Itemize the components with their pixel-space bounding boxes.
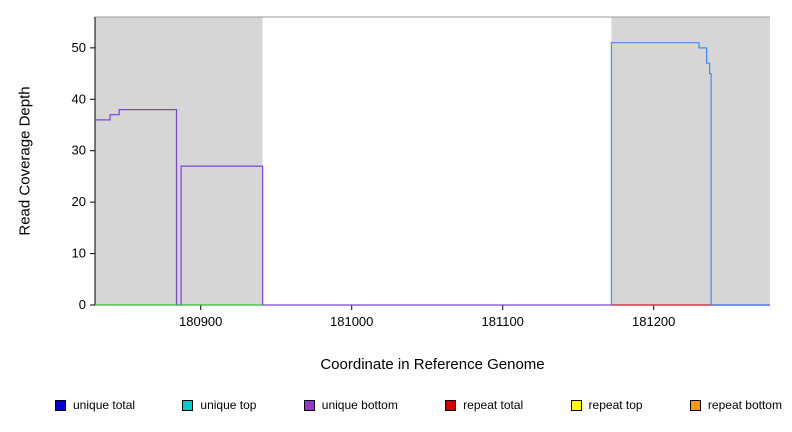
legend: unique total unique top unique bottom repea… [0,398,792,412]
legend-swatch [303,399,315,411]
legend-label: repeat bottom [707,398,782,412]
legend-item-unique-bottom: unique bottom [303,398,398,412]
y-tick-label: 10 [72,246,86,261]
coverage-chart: 180900 181000 181100 181200 0 10 20 30 40 50 [72,16,770,329]
series-unique-total [610,42,770,306]
legend-item-repeat-total: repeat total [445,398,523,412]
legend-swatch [55,399,66,411]
legend-swatch [445,399,457,411]
x-axis-title: Coordinate in Reference Genome [320,356,545,373]
x-tick-label: 181200 [632,314,675,329]
legend-label: repeat top [588,398,643,412]
legend-swatch [689,399,701,411]
legend-swatch [570,399,582,411]
y-axis-title: Read Coverage Depth [16,86,34,236]
y-tick-label: 20 [72,194,86,209]
legend-item-unique-top: unique top [182,398,256,412]
x-tick-label: 181000 [330,314,373,329]
legend-label: unique total [73,398,136,412]
x-tick-label: 180900 [179,314,222,329]
y-tick-label: 30 [72,143,86,158]
y-tick-label: 40 [72,91,86,106]
shaded-region [95,17,263,305]
y-tick-label: 0 [79,297,86,312]
legend-swatch [182,399,194,411]
x-tick-label: 181100 [482,314,524,329]
series-unique-bottom [95,108,770,306]
legend-label: unique top [200,398,257,412]
legend-item-repeat-top: repeat top [570,398,643,412]
shaded-region [611,17,770,305]
legend-label: repeat total [463,398,524,412]
legend-item-unique-total: unique total [55,398,135,412]
legend-item-repeat-bottom: repeat bottom [689,398,782,412]
legend-label: unique bottom [321,398,398,412]
y-tick-label: 50 [72,40,86,55]
